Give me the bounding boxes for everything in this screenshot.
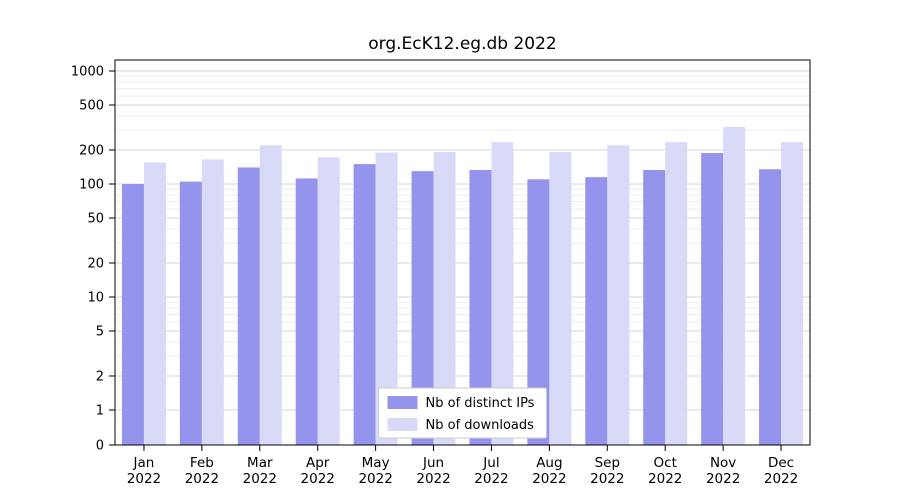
y-tick-label: 5 (96, 325, 104, 340)
x-tick-label: Feb 2022 (185, 455, 219, 487)
bar-downloads-dec (781, 142, 804, 445)
bar-downloads-mar (259, 145, 282, 445)
bar-distinct-ips-aug (527, 179, 550, 445)
x-tick-label: Nov 2022 (706, 455, 740, 487)
y-tick-label: 200 (79, 143, 104, 158)
bar-distinct-ips-jul (469, 170, 492, 445)
bar-downloads-aug (549, 151, 572, 446)
x-tick-label: Apr 2022 (301, 455, 335, 487)
bar-downloads-jun (433, 151, 456, 446)
bar-distinct-ips-mar (237, 167, 260, 445)
y-tick-label: 20 (87, 256, 104, 271)
y-tick-label: 500 (79, 99, 104, 114)
y-tick-label: 1000 (71, 65, 104, 80)
y-tick-label: 0 (96, 439, 104, 454)
y-tick-label: 50 (87, 212, 104, 227)
legend-box (378, 387, 547, 439)
bar-distinct-ips-dec (759, 169, 782, 445)
bar-downloads-jul (491, 142, 514, 445)
y-tick-label: 2 (96, 369, 104, 384)
bar-downloads-may (375, 152, 398, 445)
x-tick-label: Jan 2022 (127, 455, 161, 487)
legend-swatch-1 (387, 418, 418, 431)
bar-distinct-ips-oct (643, 170, 666, 445)
chart-title: org.EcK12.eg.db 2022 (368, 34, 557, 54)
x-tick-label: Aug 2022 (532, 455, 566, 487)
x-tick-label: Sep 2022 (590, 455, 624, 487)
bar-downloads-nov (723, 126, 746, 445)
bar-distinct-ips-jun (411, 171, 434, 446)
legend-label-1: Nb of downloads (426, 418, 535, 433)
y-tick-label: 1 (96, 404, 104, 419)
bar-distinct-ips-jan (121, 184, 144, 445)
x-tick-label: May 2022 (358, 455, 392, 487)
y-tick-label: 100 (79, 178, 104, 193)
bar-distinct-ips-apr (295, 178, 318, 446)
bar-downloads-oct (665, 142, 688, 445)
x-tick-label: Jul 2022 (474, 455, 508, 487)
x-tick-label: Jun 2022 (416, 455, 450, 487)
y-tick-label: 10 (87, 291, 104, 306)
legend-label-0: Nb of distinct IPs (426, 396, 535, 411)
bar-downloads-apr (317, 157, 340, 445)
plot-frame (114, 59, 811, 446)
x-tick-label: Dec 2022 (764, 455, 798, 487)
bar-downloads-sep (607, 145, 630, 445)
bar-distinct-ips-feb (179, 181, 202, 446)
bar-downloads-jan (143, 162, 166, 445)
x-tick-label: Mar 2022 (243, 455, 277, 487)
bar-distinct-ips-may (353, 164, 376, 445)
legend-swatch-0 (387, 396, 418, 409)
bar-distinct-ips-sep (585, 177, 608, 445)
x-tick-label: Oct 2022 (648, 455, 682, 487)
bar-downloads-feb (201, 159, 224, 445)
bar-distinct-ips-nov (701, 153, 724, 446)
